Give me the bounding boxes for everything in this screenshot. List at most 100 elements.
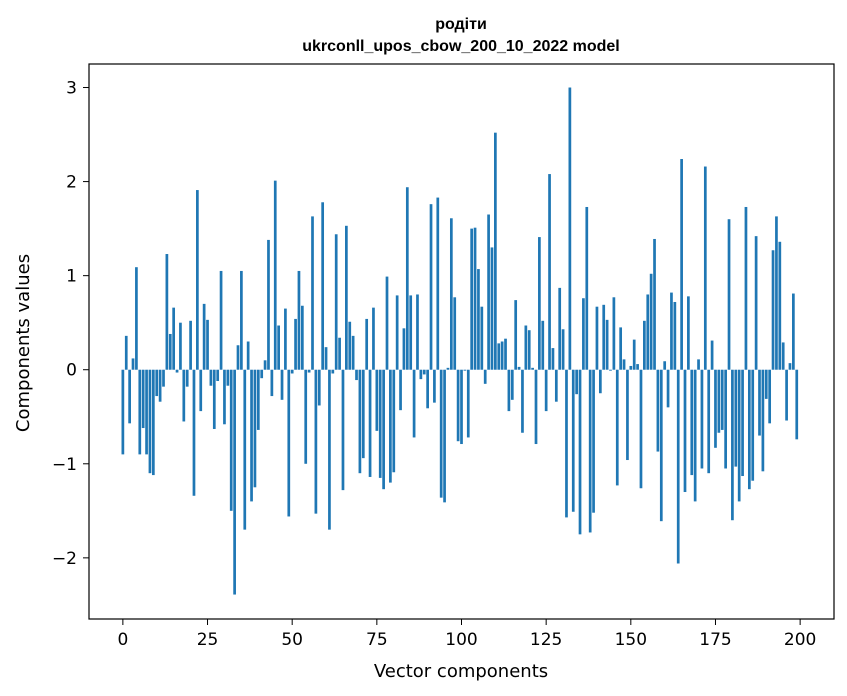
bar-component-169 <box>693 369 697 502</box>
bar-component-11 <box>158 369 162 402</box>
bar-component-68 <box>351 335 355 370</box>
bar-component-4 <box>135 267 138 370</box>
bar-component-119 <box>524 325 528 370</box>
bar-component-132 <box>568 87 572 370</box>
bar-component-58 <box>317 369 321 406</box>
bar-component-171 <box>700 369 704 469</box>
bar-component-28 <box>216 369 220 382</box>
bar-component-141 <box>598 369 602 394</box>
bar-component-92 <box>433 369 436 403</box>
bar-component-59 <box>321 202 325 370</box>
bar-component-179 <box>727 219 731 370</box>
bar-component-53 <box>300 305 304 370</box>
bar-component-159 <box>659 369 663 522</box>
y-tick-label: 1 <box>66 267 77 287</box>
bar-component-57 <box>314 369 318 514</box>
bar-component-168 <box>690 369 694 476</box>
bar-component-192 <box>771 250 775 370</box>
bar-component-39 <box>253 369 257 488</box>
bar-component-143 <box>605 319 609 370</box>
bar-component-33 <box>233 369 236 595</box>
bar-component-167 <box>687 296 690 370</box>
bar-component-88 <box>419 369 423 380</box>
bar-component-174 <box>710 340 714 370</box>
bar-component-48 <box>284 308 287 370</box>
bar-component-173 <box>707 369 711 474</box>
bar-component-61 <box>328 369 331 530</box>
bar-component-10 <box>155 369 159 397</box>
bar-component-109 <box>490 247 494 370</box>
bar-component-52 <box>297 270 301 370</box>
bar-component-140 <box>595 306 599 370</box>
bar-component-93 <box>436 197 440 370</box>
bar-component-162 <box>670 292 673 370</box>
bar-component-7 <box>145 369 148 455</box>
bar-component-20 <box>189 320 192 370</box>
x-tick-label: 0 <box>117 630 128 650</box>
bar-component-116 <box>514 300 518 370</box>
bar-component-0 <box>121 369 125 455</box>
bar-component-106 <box>480 306 484 370</box>
bar-component-13 <box>165 254 169 370</box>
bar-component-82 <box>399 369 402 411</box>
bar-component-38 <box>250 369 253 502</box>
bar-component-194 <box>778 241 782 370</box>
bar-component-18 <box>182 369 186 422</box>
bar-component-69 <box>355 369 358 381</box>
bar-component-42 <box>263 360 267 370</box>
bar-component-131 <box>565 369 568 518</box>
bar-component-2 <box>128 369 131 424</box>
bar-component-108 <box>487 214 490 370</box>
bar-component-176 <box>717 369 721 433</box>
bar-component-165 <box>680 159 683 370</box>
y-tick-label: −1 <box>52 455 77 475</box>
bar-component-31 <box>226 369 230 386</box>
bar-component-56 <box>311 216 314 370</box>
bar-component-110 <box>494 132 497 370</box>
x-tick-label: 25 <box>197 630 219 650</box>
bar-component-54 <box>304 369 308 464</box>
bar-component-98 <box>453 297 457 370</box>
x-axis-label: Vector components <box>374 661 548 682</box>
bar-component-175 <box>714 369 717 448</box>
bar-component-166 <box>683 369 687 493</box>
bar-component-146 <box>615 369 619 486</box>
bar-component-138 <box>588 369 592 533</box>
bar-component-21 <box>192 369 196 496</box>
x-tick-label: 50 <box>281 630 303 650</box>
y-tick-label: 0 <box>66 361 77 381</box>
bar-component-83 <box>402 328 406 370</box>
bar-component-189 <box>761 369 765 472</box>
bar-component-111 <box>497 343 501 370</box>
bar-component-19 <box>185 369 189 387</box>
x-axis-ticks: 0 25 50 75 100 125 150 175 200 <box>117 619 816 650</box>
bar-component-81 <box>395 295 399 370</box>
bar-component-3 <box>131 358 135 370</box>
bar-component-150 <box>629 365 633 370</box>
bar-component-199 <box>795 369 799 440</box>
bar-component-152 <box>636 364 639 370</box>
bar-component-122 <box>534 369 538 445</box>
x-tick-label: 175 <box>699 630 731 650</box>
bar-component-63 <box>334 234 338 370</box>
bar-component-14 <box>168 333 172 370</box>
plot-area-frame <box>88 63 835 620</box>
bar-component-51 <box>294 318 297 370</box>
bar-component-101 <box>463 369 467 371</box>
bar-component-84 <box>405 187 409 370</box>
bar-component-47 <box>280 369 284 400</box>
bar-component-113 <box>504 338 507 370</box>
bar-component-65 <box>341 369 345 491</box>
bar-component-50 <box>290 369 294 374</box>
bar-component-87 <box>416 294 419 370</box>
bar-component-60 <box>324 347 328 370</box>
bar-component-182 <box>737 369 741 502</box>
bar-component-103 <box>470 228 474 370</box>
bar-component-154 <box>643 320 646 370</box>
bar-component-118 <box>521 369 524 433</box>
bar-component-75 <box>375 369 379 431</box>
bar-component-27 <box>212 369 216 429</box>
bar-component-12 <box>162 369 165 387</box>
bar-component-41 <box>260 369 264 379</box>
bar-component-105 <box>477 269 480 370</box>
